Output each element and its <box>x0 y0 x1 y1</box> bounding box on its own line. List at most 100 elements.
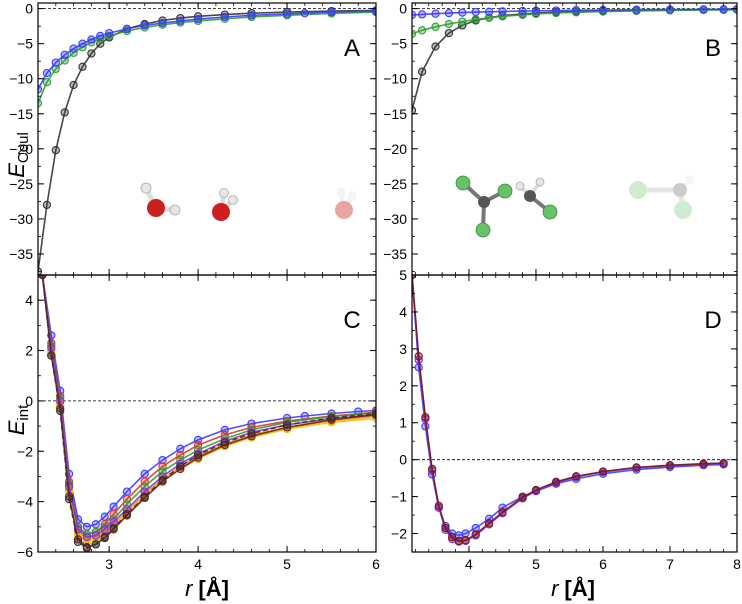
data-point-blue <box>42 68 52 78</box>
data-point-black-dashed <box>140 492 149 501</box>
data-point-blue <box>551 6 561 15</box>
series-line-green <box>412 8 737 35</box>
y-tick-label: 2 <box>25 343 33 359</box>
series-line-blue <box>412 275 724 537</box>
data-point-black-dashed <box>220 438 229 447</box>
y-tick-label: −15 <box>9 106 33 122</box>
x-tick-label: 8 <box>733 556 741 572</box>
data-point-blue <box>458 8 467 17</box>
data-point-darkred <box>471 530 480 539</box>
data-point-darkred <box>461 536 470 545</box>
y-tick-label: −2 <box>391 526 407 542</box>
data-point-blue <box>498 7 507 16</box>
data-point-blue <box>176 444 185 453</box>
y-tick-label: −20 <box>383 141 407 157</box>
series-line-purple <box>412 275 724 543</box>
data-point-blue <box>82 522 92 531</box>
data-point-black <box>69 80 78 90</box>
data-point-green <box>444 19 454 29</box>
data-point-black <box>42 200 52 210</box>
data-point-darkred <box>282 423 292 432</box>
y-tick-label: −10 <box>9 71 33 87</box>
series-line-purple <box>41 275 376 538</box>
y-tick-label: −1 <box>391 489 407 505</box>
data-point-darkred <box>427 464 437 474</box>
data-point-darkred <box>412 275 417 280</box>
dichloromethane-molecule <box>455 175 513 238</box>
data-point-blue <box>78 39 87 48</box>
data-point-blue <box>91 520 100 529</box>
data-point-black <box>412 106 417 115</box>
data-point-darkred <box>454 536 464 546</box>
series-line-black <box>38 9 376 272</box>
y-axis-label-top: ECoul <box>4 132 32 178</box>
panel-c: 4 2 0 −2 −4 −6 3 4 5 6 C <box>17 274 380 572</box>
data-point-blue <box>193 14 203 24</box>
data-point-green <box>417 26 427 35</box>
y-tick-label: −25 <box>9 176 33 192</box>
y-tick-label: −35 <box>9 246 33 262</box>
y-tick-label: −2 <box>17 443 33 459</box>
data-point-black <box>417 67 427 76</box>
panel-label: D <box>704 307 721 334</box>
y-tick-label: 2 <box>399 378 407 394</box>
panel-label: A <box>344 35 360 62</box>
y-tick-label: 4 <box>399 304 407 320</box>
data-point-blue <box>158 18 167 28</box>
data-point-black <box>431 42 440 51</box>
water-molecule-3 <box>335 187 357 219</box>
panel-d: 5 4 3 2 1 0 −1 −2 4 5 6 7 8 D <box>391 267 741 572</box>
y-tick-label: 5 <box>399 267 407 283</box>
y-tick-label: −6 <box>17 544 33 560</box>
axes-frame <box>411 2 738 276</box>
data-point-green <box>458 17 467 26</box>
y-tick-label: −10 <box>383 71 407 87</box>
data-point-black-dashed <box>327 413 336 423</box>
data-point-blue <box>461 529 470 538</box>
data-point-green <box>471 15 480 24</box>
data-point-darkred <box>484 519 494 528</box>
data-point-black-dashed <box>56 406 65 416</box>
panel-b: 0 −5 −10 −15 −20 −25 −30 −35 B <box>383 1 738 276</box>
chloromethane-molecule <box>515 177 558 220</box>
data-point-black-dashed <box>47 351 56 360</box>
data-point-blue <box>327 7 336 17</box>
y-tick-label: −20 <box>9 141 33 157</box>
x-axis-label-right: r [Å] <box>551 575 595 601</box>
series-line-darkred <box>41 275 376 548</box>
panel-label: B <box>705 35 721 62</box>
data-point-black-dashed <box>82 544 92 552</box>
y-tick-label: 0 <box>25 1 33 17</box>
series-group <box>38 6 376 275</box>
water-molecule-1 <box>140 182 181 217</box>
data-point-blue <box>444 8 454 18</box>
x-tick-label: 7 <box>666 556 674 572</box>
series-line-green <box>38 11 376 104</box>
data-point-darkred <box>498 507 507 517</box>
x-axis-label-left-var: r <box>185 576 194 601</box>
data-point-blue <box>51 58 60 67</box>
data-point-blue <box>247 11 256 20</box>
data-point-blue <box>632 5 641 14</box>
data-point-blue <box>140 469 149 479</box>
series-line-green <box>41 275 376 536</box>
data-point-blue <box>471 7 480 17</box>
y-axis-label-top-var: E <box>4 163 29 178</box>
data-point-black-dashed <box>38 275 47 280</box>
data-point-darkred <box>719 458 728 468</box>
series-line-orange <box>41 275 376 541</box>
data-point-green <box>51 64 60 74</box>
axes-frame <box>37 274 377 553</box>
x-tick-label: 4 <box>194 556 202 572</box>
data-point-darkred <box>421 413 430 422</box>
data-point-black <box>78 62 87 71</box>
x-tick-label: 3 <box>105 556 113 572</box>
data-point-black-dashed <box>282 420 292 429</box>
panel-a: 0 −5 −10 −15 −20 −25 −30 −35 A <box>9 1 377 276</box>
data-point-darkred <box>665 461 675 470</box>
data-point-black <box>444 28 454 38</box>
data-point-blue <box>176 16 185 26</box>
chloromethane-molecules-illustration <box>455 175 695 238</box>
y-axis-label-top-sub: Coul <box>15 132 32 163</box>
data-point-purple <box>91 531 100 540</box>
